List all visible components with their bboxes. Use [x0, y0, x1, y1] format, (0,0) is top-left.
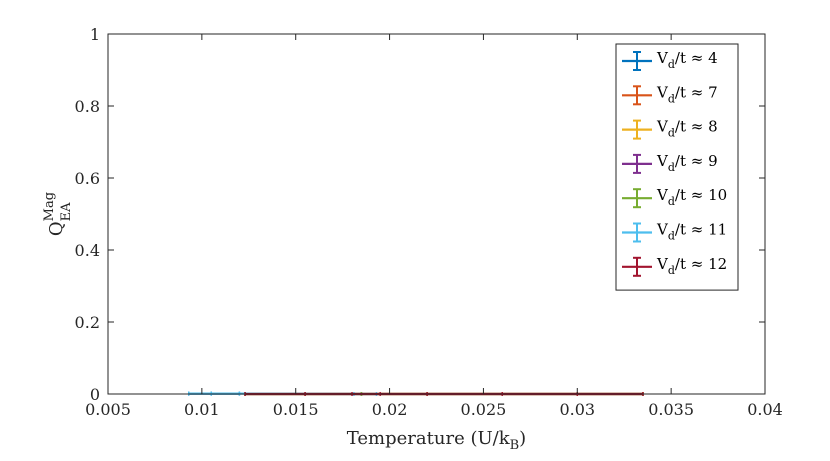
x-tick-label: 0.005 [85, 400, 131, 419]
legend-label: Vd/t ≈ 11 [656, 221, 727, 243]
y-axis-label-superscript: Mag [42, 192, 57, 221]
y-tick-label: 1 [90, 25, 100, 44]
x-tick-label: 0.01 [184, 400, 220, 419]
x-axis-label: Temperature (U/kB) [347, 428, 526, 453]
legend-label: Vd/t ≈ 7 [656, 83, 718, 105]
legend-label: Vd/t ≈ 12 [656, 255, 727, 277]
y-axis-label-subscript: EA [59, 202, 74, 221]
y-tick-label: 0.2 [75, 313, 100, 332]
axes-frame [107, 33, 766, 395]
y-axis-label-main: Q [46, 221, 67, 236]
y-axis-ticks: 0 0.2 0.4 0.6 0.8 1 [75, 25, 765, 404]
legend-label: Vd/t ≈ 9 [656, 152, 718, 174]
legend-item: Vd/t ≈ 10 [622, 186, 727, 209]
y-tick-label: 0.4 [75, 241, 100, 260]
legend-label: Vd/t ≈ 4 [656, 49, 718, 71]
legend-item: Vd/t ≈ 7 [622, 83, 718, 106]
x-axis-label-text: Temperature (U/k [347, 428, 511, 449]
y-tick-label: 0.8 [75, 97, 100, 116]
x-axis-label-suffix: ) [519, 428, 526, 449]
legend-item: Vd/t ≈ 8 [622, 118, 718, 140]
legend-label: Vd/t ≈ 8 [656, 118, 718, 140]
legend-item: Vd/t ≈ 11 [622, 221, 727, 243]
x-tick-label: 0.04 [747, 400, 783, 419]
legend: Vd/t ≈ 4 Vd/t ≈ 7 Vd/t ≈ 8 Vd/t ≈ 9 Vd/t ≈ 1… [615, 43, 739, 291]
legend-item: Vd/t ≈ 12 [622, 255, 727, 277]
x-tick-label: 0.03 [559, 400, 595, 419]
legend-label: Vd/t ≈ 10 [656, 186, 727, 208]
y-axis-label: QMag EA [42, 192, 74, 236]
x-tick-label: 0.015 [273, 400, 319, 419]
x-tick-label: 0.035 [648, 400, 694, 419]
x-axis-label-subscript: B [510, 438, 520, 453]
y-axis-label-text: QMag EA [42, 192, 74, 236]
y-tick-label: 0 [90, 385, 100, 404]
x-tick-label: 0.02 [372, 400, 408, 419]
y-tick-label: 0.6 [75, 169, 100, 188]
legend-item: Vd/t ≈ 9 [622, 152, 718, 174]
legend-item: Vd/t ≈ 4 [622, 49, 718, 71]
x-axis-ticks: 0.005 0.01 0.015 0.02 0.025 0.03 0.035 0.04 [85, 34, 783, 419]
x-tick-label: 0.025 [461, 400, 507, 419]
